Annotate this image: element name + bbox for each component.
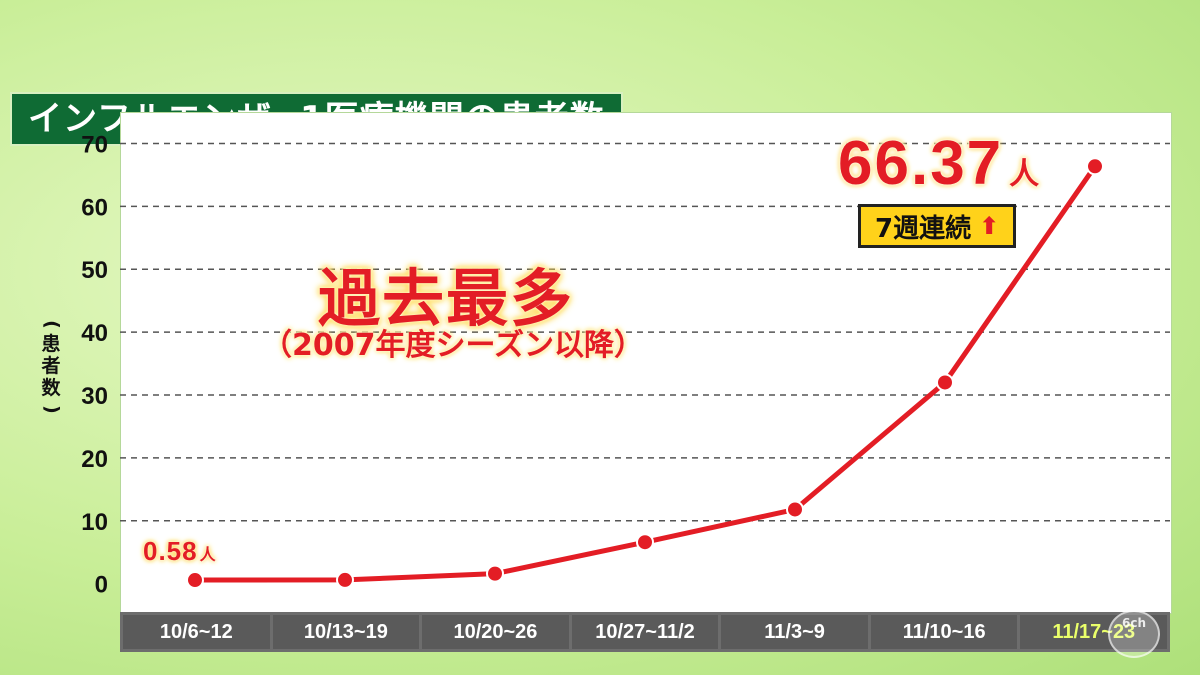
x-tick-label: 11/3~9 xyxy=(721,615,868,649)
y-tick-label: 10 xyxy=(81,509,108,536)
up-arrow-icon: ⬆ xyxy=(979,212,1000,240)
data-point xyxy=(636,533,654,552)
x-tick-label: 10/20~26 xyxy=(422,615,569,649)
y-tick-label: 40 xyxy=(81,320,108,347)
y-tick-label: 50 xyxy=(81,257,108,284)
data-point xyxy=(336,570,354,589)
data-point xyxy=(486,564,504,583)
data-point xyxy=(936,373,954,392)
y-axis-label-char-2: 者 xyxy=(41,354,61,377)
x-tick-label: 10/13~19 xyxy=(272,615,420,649)
x-tick-label: 10/6~12 xyxy=(123,615,270,649)
broadcaster-logo: 6ch xyxy=(1108,610,1160,658)
plot-area xyxy=(120,112,1172,614)
y-axis-label-char-3: 数 xyxy=(41,376,61,399)
x-tick-label: 11/10~16 xyxy=(870,615,1018,649)
latest-value-annotation: 66.37 人 xyxy=(838,128,1039,199)
y-tick-label: 60 xyxy=(81,194,108,221)
record-headline: 過去最多 xyxy=(318,262,575,335)
first-value-number: 0.58 xyxy=(143,536,198,566)
y-tick-label: 30 xyxy=(81,383,108,410)
first-value-annotation: 0.58 人 xyxy=(143,536,216,567)
latest-value-number: 66.37 xyxy=(838,129,1004,198)
first-value-unit: 人 xyxy=(199,547,216,564)
y-axis-label-char-1: 患 xyxy=(41,333,61,355)
x-tick-label: 10/27~11/2 xyxy=(571,615,719,649)
record-subtitle: （2007年度シーズン以降） xyxy=(262,328,644,363)
data-point xyxy=(786,500,804,519)
y-tick-label: 20 xyxy=(81,446,108,473)
y-axis-label: ( 患 者 数 ) xyxy=(36,315,66,419)
y-tick-label: 70 xyxy=(81,131,108,158)
weeks-badge-text: 7週連続 xyxy=(875,213,972,244)
data-point xyxy=(1086,157,1104,176)
latest-value-unit: 人 xyxy=(1009,158,1040,191)
x-axis-category-bar: 10/6~12 10/13~19 10/20~26 10/27~11/2 11/… xyxy=(120,612,1170,652)
consecutive-weeks-badge: 7週連続 ⬆ xyxy=(858,204,1017,248)
y-tick-label: 0 xyxy=(95,572,108,599)
data-point xyxy=(186,571,204,590)
